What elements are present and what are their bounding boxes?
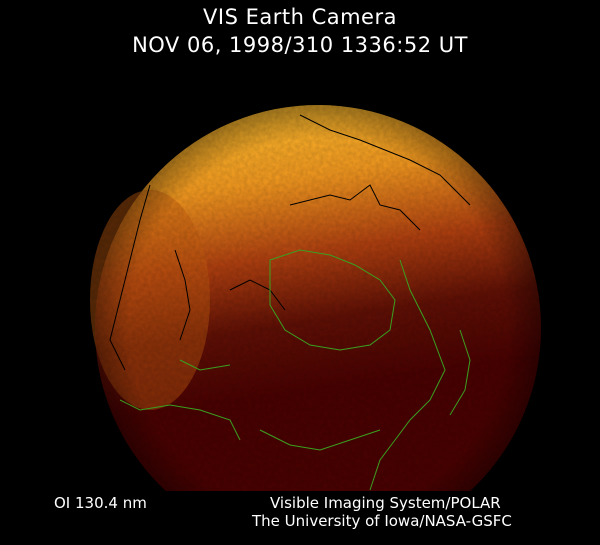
organization-label: The University of Iowa/NASA-GSFC	[252, 512, 512, 530]
image-title: VIS Earth Camera	[203, 5, 397, 29]
instrument-label: Visible Imaging System/POLAR	[270, 494, 501, 512]
filter-wavelength-label: OI 130.4 nm	[54, 494, 147, 512]
image-timestamp: NOV 06, 1998/310 1336:52 UT	[132, 33, 468, 57]
coastlines-day	[109, 114, 471, 371]
coastlines-night	[119, 249, 471, 491]
